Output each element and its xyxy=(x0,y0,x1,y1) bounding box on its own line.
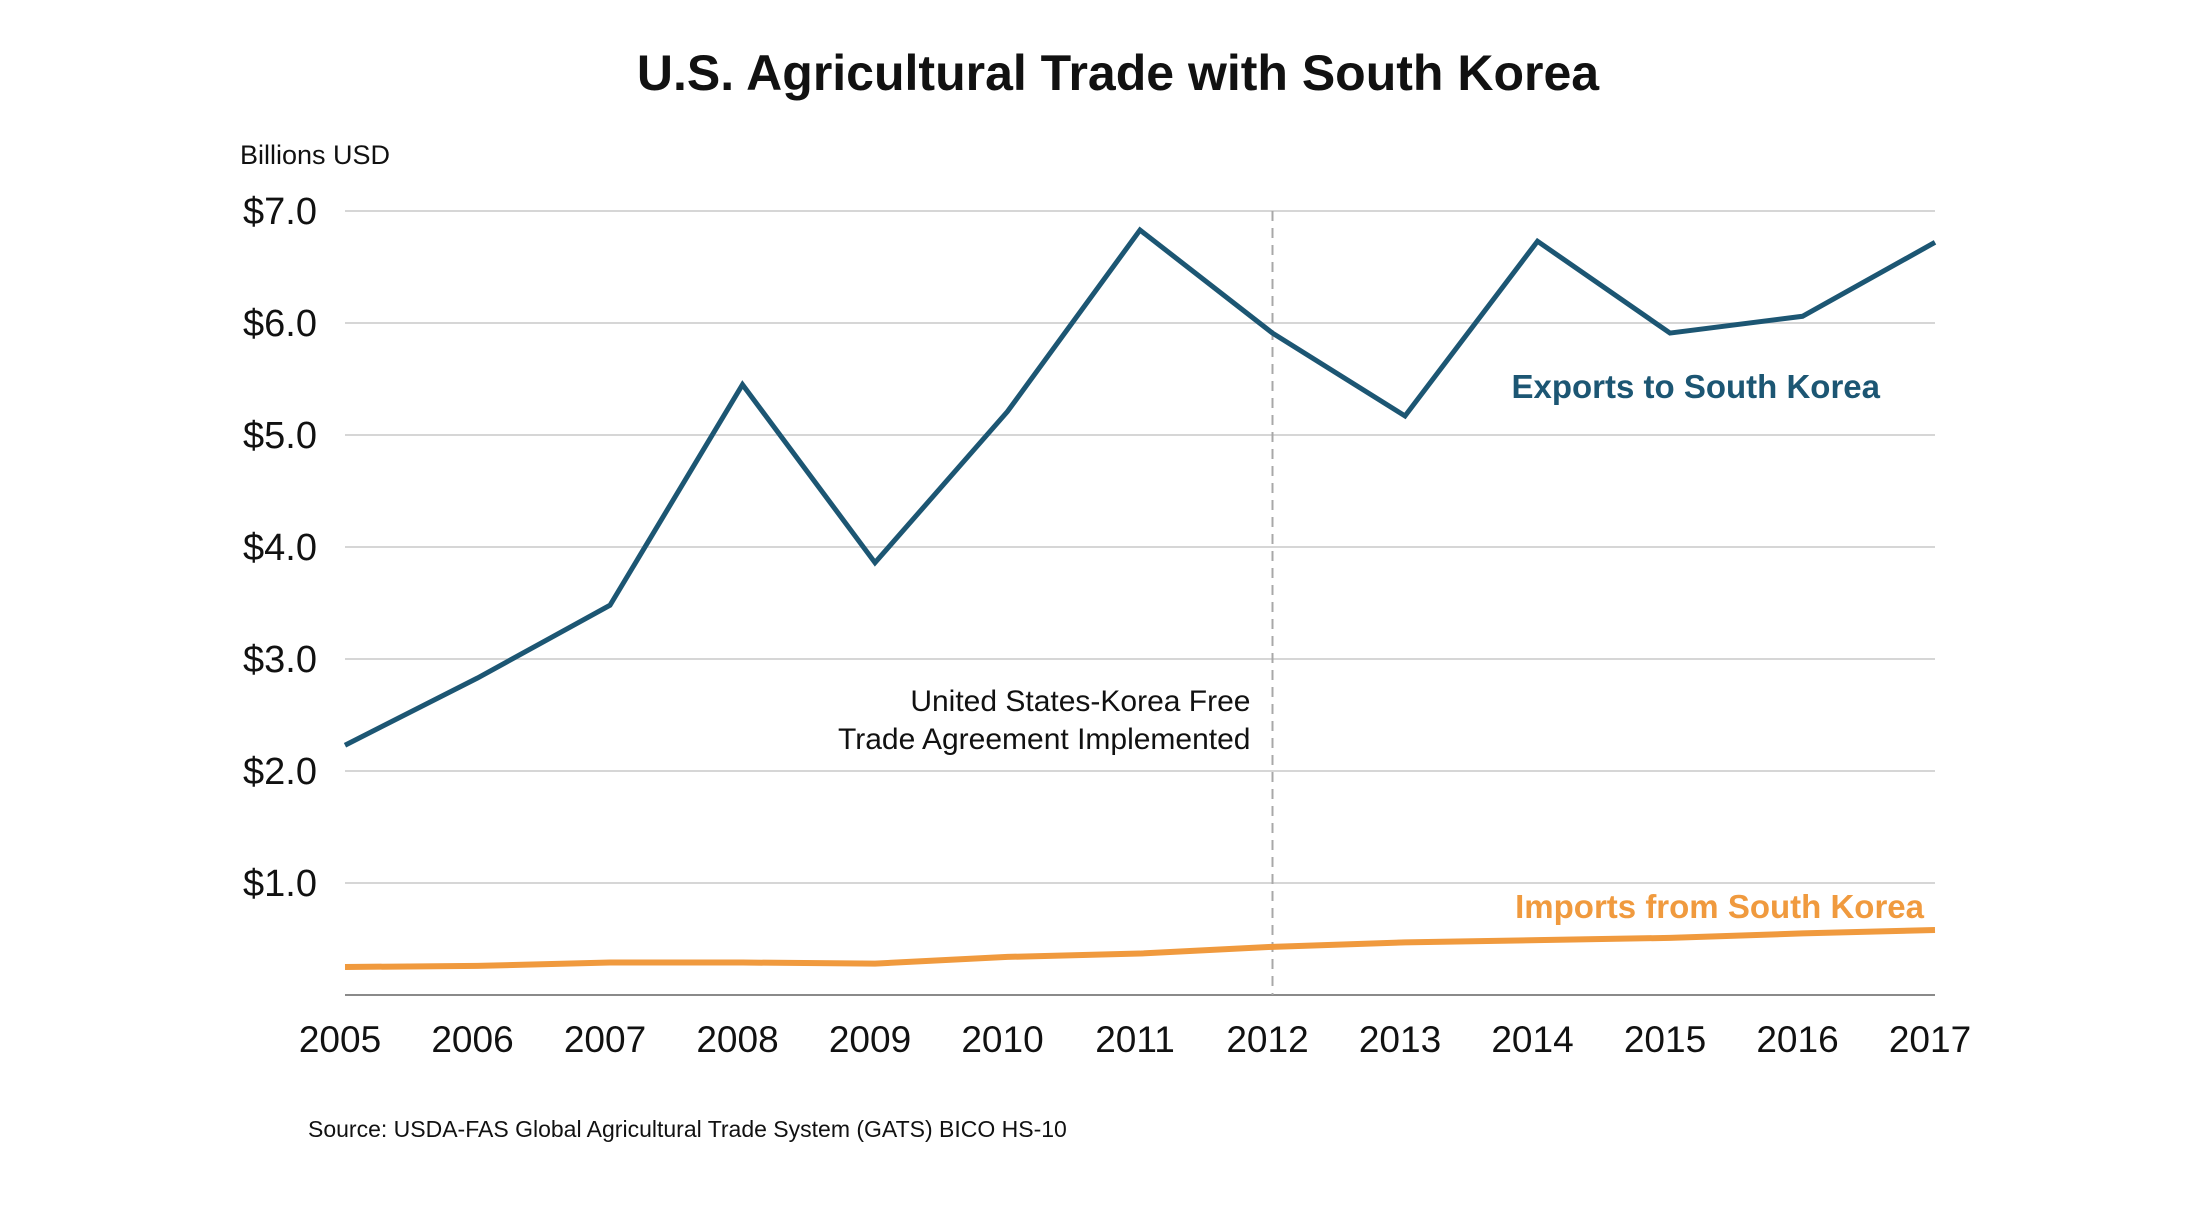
annotation-text-line: United States-Korea Free xyxy=(910,685,1250,718)
x-tick-label: 2014 xyxy=(1491,1019,1573,1060)
annotation-text-line: Trade Agreement Implemented xyxy=(838,723,1250,756)
series-label-imports: Imports from South Korea xyxy=(1515,888,1925,925)
x-tick-label: 2005 xyxy=(299,1019,381,1060)
source-note: Source: USDA-FAS Global Agricultural Tra… xyxy=(308,1116,1067,1142)
y-tick-label: $6.0 xyxy=(243,303,317,345)
y-tick-label: $7.0 xyxy=(243,191,317,233)
series-lines xyxy=(343,226,1937,970)
x-tick-label: 2008 xyxy=(696,1019,778,1060)
annotation-group: United States-Korea Free Trade Agreement … xyxy=(838,211,1274,995)
x-tick-label: 2012 xyxy=(1226,1019,1308,1060)
x-tick-label: 2013 xyxy=(1359,1019,1441,1060)
y-tick-label: $2.0 xyxy=(243,751,317,793)
x-axis-ticks: 2005 2006 2007 2008 2009 2010 2011 2012 2013 2014… xyxy=(299,1019,1971,1060)
y-tick-label: $4.0 xyxy=(243,527,317,569)
exports-series-line xyxy=(343,226,1937,748)
chart-title: U.S. Agricultural Trade with South Korea xyxy=(637,45,1600,101)
x-tick-label: 2016 xyxy=(1756,1019,1838,1060)
y-tick-label: $1.0 xyxy=(243,863,317,905)
x-tick-label: 2011 xyxy=(1095,1019,1175,1060)
x-tick-label: 2017 xyxy=(1889,1019,1971,1060)
x-tick-label: 2007 xyxy=(564,1019,646,1060)
gridlines xyxy=(345,210,1935,884)
series-label-exports: Exports to South Korea xyxy=(1511,368,1880,405)
y-axis-ticks: $1.0 $2.0 $3.0 $4.0 $5.0 $6.0 $7.0 xyxy=(243,191,317,905)
y-axis-label: Billions USD xyxy=(240,140,390,170)
x-tick-label: 2010 xyxy=(961,1019,1043,1060)
y-tick-label: $3.0 xyxy=(243,639,317,681)
x-tick-label: 2006 xyxy=(431,1019,513,1060)
x-tick-label: 2015 xyxy=(1624,1019,1706,1060)
y-tick-label: $5.0 xyxy=(243,415,317,457)
imports-series-line xyxy=(344,927,1936,970)
x-tick-label: 2009 xyxy=(829,1019,911,1060)
